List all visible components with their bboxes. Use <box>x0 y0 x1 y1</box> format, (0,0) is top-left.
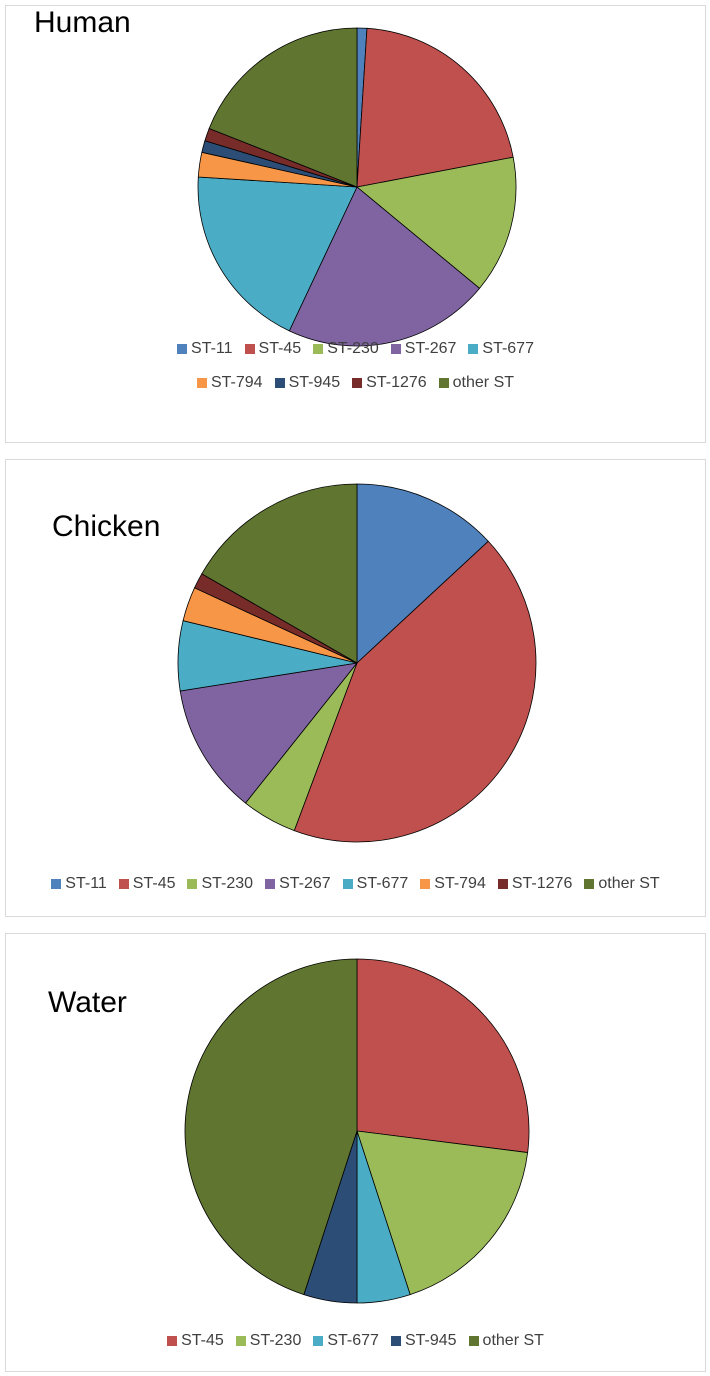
pie-slice <box>179 662 358 804</box>
legend-item: other ST <box>438 374 515 392</box>
legend-label: ST-11 <box>191 340 233 357</box>
legend-item: ST-794 <box>420 875 486 893</box>
chart-title: Human <box>34 6 131 39</box>
legend-swatch <box>468 344 479 354</box>
legend-item: other ST <box>584 875 660 893</box>
legend: ST-45 ST-230 ST-677 ST-945 other ST <box>6 1332 705 1350</box>
legend-swatch <box>584 879 595 889</box>
legend-item: ST-45 <box>167 1332 224 1350</box>
legend-swatch <box>274 378 285 388</box>
legend-label: ST-45 <box>132 875 176 892</box>
legend-item: ST-45 <box>118 875 176 893</box>
chart-title: Chicken <box>52 510 161 543</box>
legend-item: ST-945 <box>390 1332 457 1350</box>
legend-label: ST-230 <box>327 340 379 357</box>
pie-slice <box>356 958 530 1154</box>
legend-label: other ST <box>482 1332 544 1349</box>
legend-item: ST-267 <box>390 340 457 358</box>
legend-swatch <box>438 378 449 388</box>
legend-item: ST-794 <box>196 374 263 392</box>
legend-swatch <box>167 1336 178 1346</box>
legend-label: ST-45 <box>181 1332 224 1349</box>
legend-label: ST-1276 <box>511 875 573 892</box>
chart-title: Water <box>48 986 127 1019</box>
legend-label: ST-945 <box>404 1332 457 1349</box>
pie-slice <box>197 176 358 332</box>
legend-swatch <box>390 1336 401 1346</box>
legend-label: ST-267 <box>279 875 331 892</box>
legend-swatch <box>497 879 508 889</box>
legend-swatch <box>235 1336 246 1346</box>
legend-label: other ST <box>452 374 515 391</box>
legend-label: ST-794 <box>210 374 263 391</box>
pie <box>177 483 537 843</box>
legend: ST-11 ST-45 ST-230 ST-267 ST-677 ST-794 ST-127… <box>6 875 705 893</box>
pie-slice <box>293 540 537 843</box>
pie-slice <box>356 27 514 188</box>
legend-item: ST-677 <box>342 875 409 893</box>
pie-slice <box>356 1130 529 1296</box>
legend-item: ST-230 <box>235 1332 302 1350</box>
legend-item: ST-945 <box>274 374 341 392</box>
legend-swatch <box>352 378 363 388</box>
legend-swatch <box>390 344 401 354</box>
pie-slice <box>184 958 358 1296</box>
legend-label: ST-230 <box>249 1332 302 1349</box>
pie-slice <box>288 186 481 347</box>
chart-panel: Human ST-11 ST-45 ST-230 ST-267 ST-677 ST-794 S… <box>5 5 706 443</box>
chart-panel: Chicken ST-11 ST-45 ST-230 ST-267 ST-677 ST-79… <box>5 459 706 917</box>
legend-label: ST-267 <box>404 340 457 357</box>
legend-swatch <box>313 344 324 354</box>
legend-swatch <box>265 879 276 889</box>
legend-label: ST-1276 <box>366 374 427 391</box>
pie <box>197 27 517 347</box>
legend-label: ST-677 <box>327 1332 379 1349</box>
legend-item: ST-267 <box>265 875 331 893</box>
legend-item: ST-1276 <box>497 875 573 893</box>
legend-label: ST-677 <box>356 875 409 892</box>
legend-label: ST-45 <box>258 340 302 357</box>
legend-item: ST-230 <box>313 340 379 358</box>
legend-item: other ST <box>468 1332 544 1350</box>
pie-slice <box>201 483 358 664</box>
legend-label: ST-230 <box>201 875 254 892</box>
pie-slice <box>356 156 517 289</box>
legend: ST-11 ST-45 ST-230 ST-267 ST-677 ST-794 ST-945… <box>136 340 576 392</box>
legend-label: ST-794 <box>434 875 486 892</box>
legend-item: ST-11 <box>51 875 107 893</box>
legend-label: other ST <box>598 875 660 892</box>
legend-swatch <box>313 1336 324 1346</box>
legend-item: ST-45 <box>244 340 302 358</box>
legend-swatch <box>468 1336 479 1346</box>
pie-slice <box>208 27 358 188</box>
legend-label: ST-677 <box>482 340 534 357</box>
pie <box>184 958 530 1304</box>
legend-label: ST-945 <box>288 374 341 391</box>
legend-swatch <box>177 344 188 354</box>
legend-item: ST-11 <box>177 340 233 358</box>
legend-item: ST-677 <box>313 1332 379 1350</box>
legend-swatch <box>51 879 62 889</box>
legend-swatch <box>244 344 255 354</box>
legend-item: ST-230 <box>187 875 253 893</box>
legend-item: ST-677 <box>468 340 534 358</box>
chart-panel: Water ST-45 ST-230 ST-677 ST-945 other ST <box>5 933 706 1372</box>
legend-swatch <box>342 879 353 889</box>
pie-slice <box>356 483 489 664</box>
legend-swatch <box>187 879 198 889</box>
legend-swatch <box>118 879 129 889</box>
legend-item: ST-1276 <box>352 374 427 392</box>
legend-label: ST-11 <box>65 875 107 892</box>
legend-swatch <box>420 879 431 889</box>
legend-swatch <box>196 378 207 388</box>
